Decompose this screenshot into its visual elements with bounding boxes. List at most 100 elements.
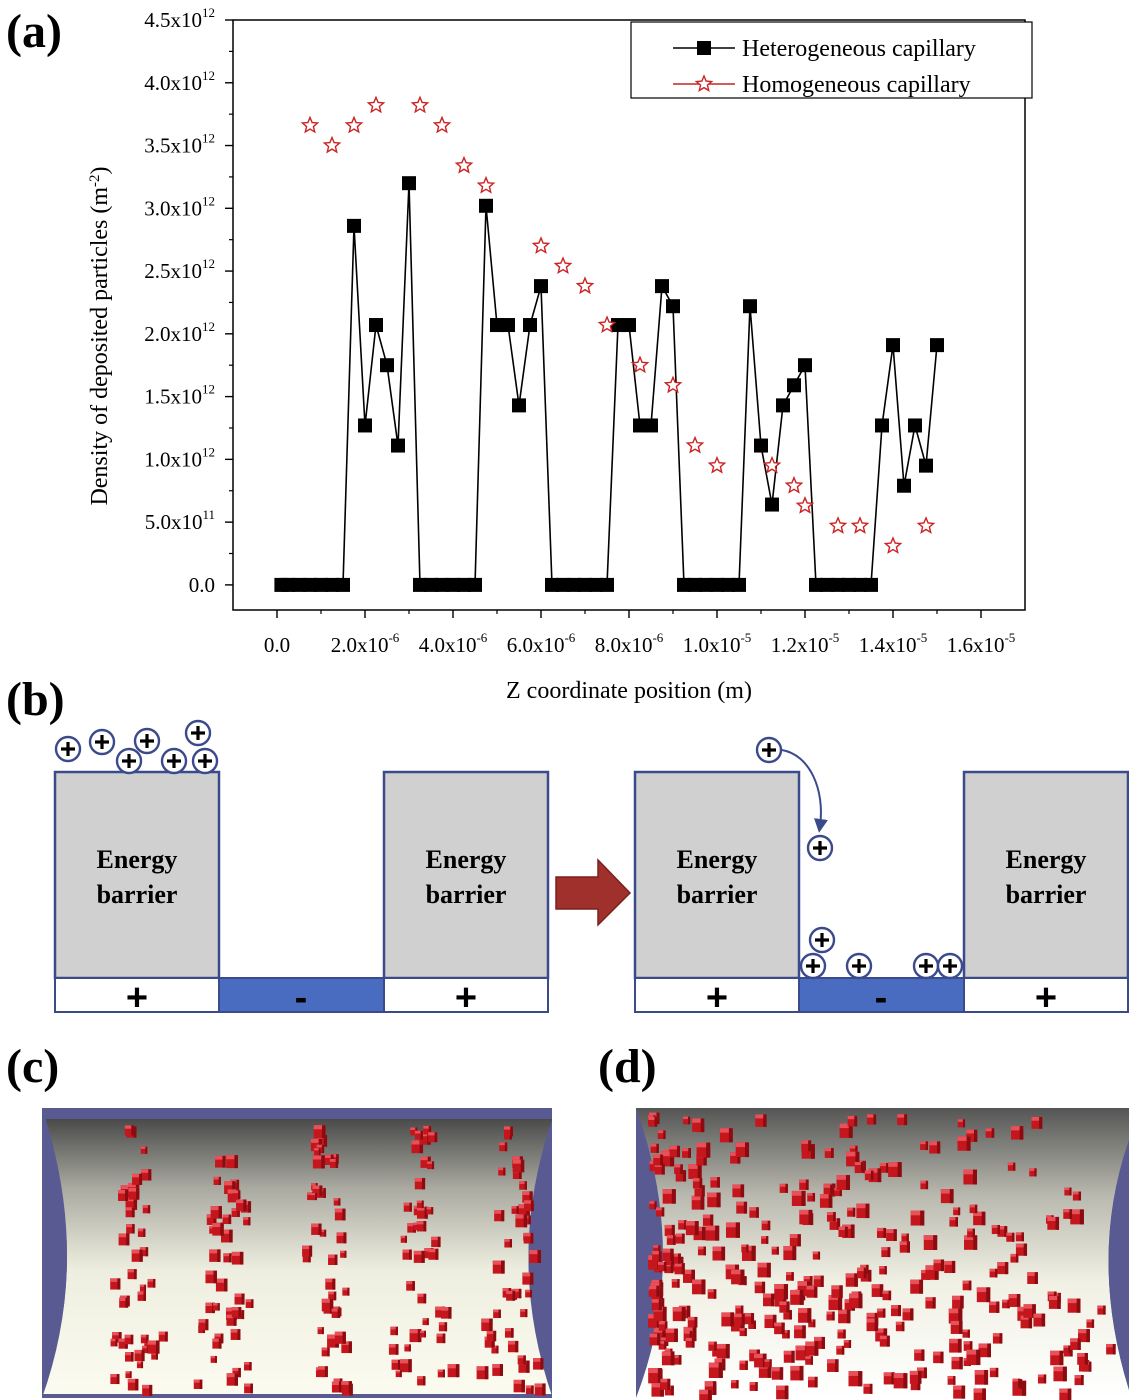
particle-cube-c (395, 1370, 402, 1378)
particle-cube-d (1007, 1162, 1016, 1171)
particle-cube-d (997, 1262, 1009, 1275)
particle-cube-c (340, 1250, 347, 1258)
particle-cube-d (678, 1220, 687, 1230)
particle-cube-c (404, 1344, 411, 1352)
particle-cube-d (992, 1333, 1003, 1344)
particle-cube-d (799, 1179, 809, 1190)
particle-cube-d (826, 1211, 836, 1222)
particle-cube-d (1031, 1116, 1043, 1129)
positive-particle (160, 747, 188, 775)
particle-cube-d (1037, 1374, 1047, 1384)
particle-cube-d (712, 1246, 726, 1261)
point-heterogeneous (765, 497, 779, 512)
positive-particle (936, 952, 964, 980)
plus-sign-3: + (706, 977, 728, 1019)
particle-cube-d (969, 1204, 978, 1214)
particle-cube-d (813, 1275, 824, 1287)
particle-cube-d (989, 1268, 998, 1278)
particle-cube-d (691, 1195, 705, 1210)
point-heterogeneous (655, 279, 669, 294)
particle-cube-c (511, 1206, 519, 1214)
particle-cube-d (1097, 1305, 1106, 1315)
particle-cube-c (515, 1214, 528, 1228)
point-heterogeneous (413, 577, 427, 592)
particle-cube-c (423, 1125, 432, 1135)
particle-cube-d (910, 1279, 924, 1294)
particle-cube-d (1048, 1295, 1061, 1309)
particle-cube-d (739, 1328, 747, 1337)
particle-cube-d (1029, 1168, 1037, 1177)
particle-cube-d (933, 1351, 944, 1364)
particle-cube-c (447, 1364, 460, 1378)
particle-cube-d (1053, 1366, 1067, 1382)
point-homogeneous (531, 236, 551, 254)
particle-cube-c (317, 1327, 324, 1335)
charged-particles (54, 719, 964, 980)
particle-cube-c (512, 1159, 525, 1173)
legend-label-heterogeneous: Heterogeneous capillary (742, 36, 976, 62)
particle-cube-c (226, 1155, 238, 1169)
point-homogeneous (322, 135, 342, 154)
x-tick-label: 1.2x10-5 (771, 630, 840, 657)
particle-cube-d (901, 1233, 909, 1242)
particle-cube-c (431, 1236, 441, 1248)
particle-cube-d (1063, 1209, 1073, 1219)
particle-cube-d (827, 1359, 839, 1372)
point-heterogeneous (776, 398, 790, 413)
particle-cube-c (234, 1293, 245, 1305)
particle-cube-d (697, 1246, 706, 1256)
particle-cube-d (657, 1261, 667, 1272)
positive-particle (133, 727, 161, 755)
particle-cube-d (665, 1328, 678, 1343)
particle-cube-c (406, 1281, 415, 1291)
y-axis-label: Density of deposited particles (m-2) (87, 166, 113, 505)
particle-cube-d (1047, 1216, 1060, 1230)
minus-sign-1: - (295, 977, 308, 1019)
particle-cube-d (789, 1234, 801, 1247)
particle-cube-d (799, 1209, 813, 1225)
positive-strip-2 (383, 977, 549, 1013)
particle-cube-c (512, 1288, 522, 1299)
particle-cube-d (731, 1380, 739, 1389)
particle-cube-d (897, 1114, 908, 1126)
particle-cube-d (957, 1119, 966, 1128)
particle-cube-d (891, 1305, 902, 1317)
particle-cube-d (876, 1227, 887, 1238)
point-heterogeneous (633, 418, 647, 433)
x-tick-label: 0.0 (264, 633, 290, 657)
particle-cube-c (124, 1125, 135, 1136)
point-homogeneous (597, 315, 617, 333)
positive-particle (191, 747, 219, 775)
particle-cube-c (127, 1378, 139, 1391)
particle-cube-c (520, 1309, 528, 1318)
point-heterogeneous (556, 577, 570, 592)
particle-cube-c (414, 1130, 423, 1140)
point-homogeneous (795, 495, 815, 514)
particle-cube-c (212, 1303, 220, 1311)
capillary-right-edge-d (1108, 1140, 1129, 1390)
particle-cube-d (836, 1345, 845, 1355)
particle-cube-d (687, 1316, 698, 1328)
point-heterogeneous (479, 198, 493, 213)
particle-cube-d (648, 1116, 658, 1127)
particle-cube-d (672, 1307, 686, 1322)
particle-cube-d (653, 1245, 661, 1254)
particle-cube-d (671, 1253, 681, 1264)
particle-cube-c (517, 1355, 526, 1365)
particle-cube-d (951, 1356, 963, 1370)
point-heterogeneous (303, 577, 317, 592)
particle-cube-d (881, 1247, 891, 1258)
particle-cube-d (771, 1246, 779, 1255)
particle-cube-c (132, 1173, 143, 1185)
particle-cube-c (388, 1344, 399, 1355)
particle-cube-d (708, 1362, 723, 1378)
particle-cube-c (481, 1318, 493, 1332)
particle-cube-d (950, 1320, 963, 1334)
particle-cube-d (845, 1273, 858, 1287)
barrier-text-1b: barrier (97, 880, 178, 909)
particle-cube-c (321, 1347, 330, 1357)
particle-cube-c (504, 1239, 513, 1248)
particle-cube-d (989, 1301, 1000, 1313)
point-heterogeneous (358, 418, 372, 433)
particle-cube-d (963, 1169, 977, 1185)
